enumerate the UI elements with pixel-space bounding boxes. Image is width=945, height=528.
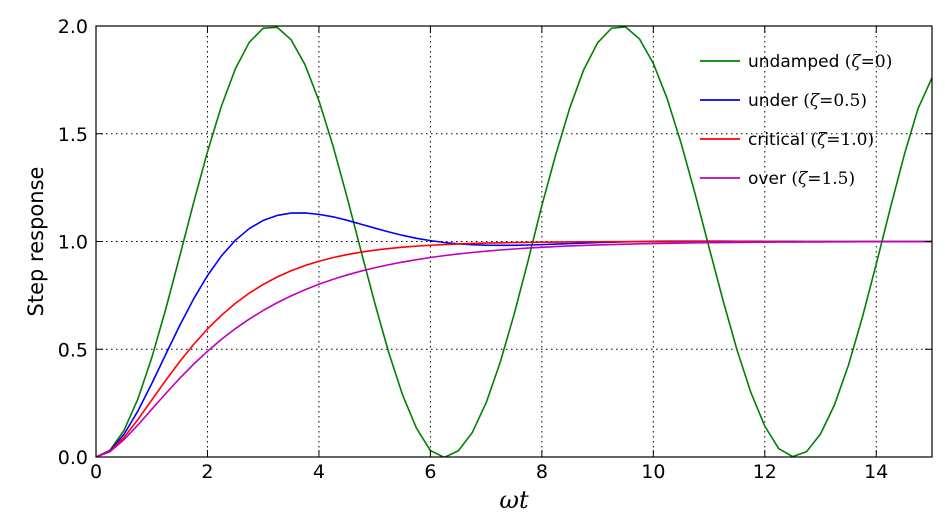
legend-open-paren: ( [798,91,810,111]
axis-ticks: 0 2 4 6 8 10 12 14 0.0 0.5 1.0 1.5 2.0 [58,16,932,483]
legend-equals: = [807,169,821,189]
legend-damping-value: 0.5 [833,91,860,111]
legend-close-paren: ) [848,169,855,189]
legend-entry-undamped: undamped (ζ=0) [748,52,892,72]
legend-label: over [748,169,786,189]
legend-label: undamped [748,52,839,72]
legend-equals: = [819,91,833,111]
legend-open-paren: ( [805,130,817,150]
x-tick-label: 4 [313,461,325,483]
y-tick-label: 1.0 [58,232,88,254]
x-tick-label: 14 [864,461,888,483]
series-line-over [96,240,932,457]
legend-entry-critical: critical (ζ=1.0) [748,130,874,150]
x-axis-label: ωt [499,486,529,514]
legend: undamped (ζ=0)under (ζ=0.5)critical (ζ=1… [700,52,892,189]
y-axis-label-group: Step response [24,167,48,317]
legend-equals: = [826,130,840,150]
legend-entry-under: under (ζ=0.5) [748,91,867,111]
y-axis-label: Step response [24,167,48,317]
y-tick-label: 0.5 [58,339,88,361]
x-tick-label: 0 [90,461,102,483]
legend-close-paren: ) [886,52,893,72]
legend-zeta-symbol: ζ [798,169,809,189]
x-tick-label: 6 [424,461,436,483]
legend-close-paren: ) [860,91,867,111]
y-tick-label: 1.5 [58,124,88,146]
x-tick-label: 10 [641,461,665,483]
legend-damping-value: 1.0 [840,130,867,150]
x-tick-label: 2 [201,461,213,483]
legend-close-paren: ) [868,130,875,150]
x-tick-label: 12 [753,461,777,483]
legend-open-paren: ( [839,52,851,72]
legend-damping-value: 0 [875,52,886,72]
legend-equals: = [861,52,875,72]
legend-open-paren: ( [786,169,798,189]
legend-zeta-symbol: ζ [810,91,821,111]
x-tick-label: 8 [536,461,548,483]
y-tick-label: 2.0 [58,16,88,38]
legend-damping-value: 1.5 [821,169,848,189]
legend-zeta-symbol: ζ [817,130,828,150]
legend-zeta-symbol: ζ [851,52,862,72]
y-tick-label: 0.0 [58,447,88,469]
legend-label: critical [748,130,805,150]
legend-label: under [748,91,798,111]
legend-entry-over: over (ζ=1.5) [748,169,855,189]
